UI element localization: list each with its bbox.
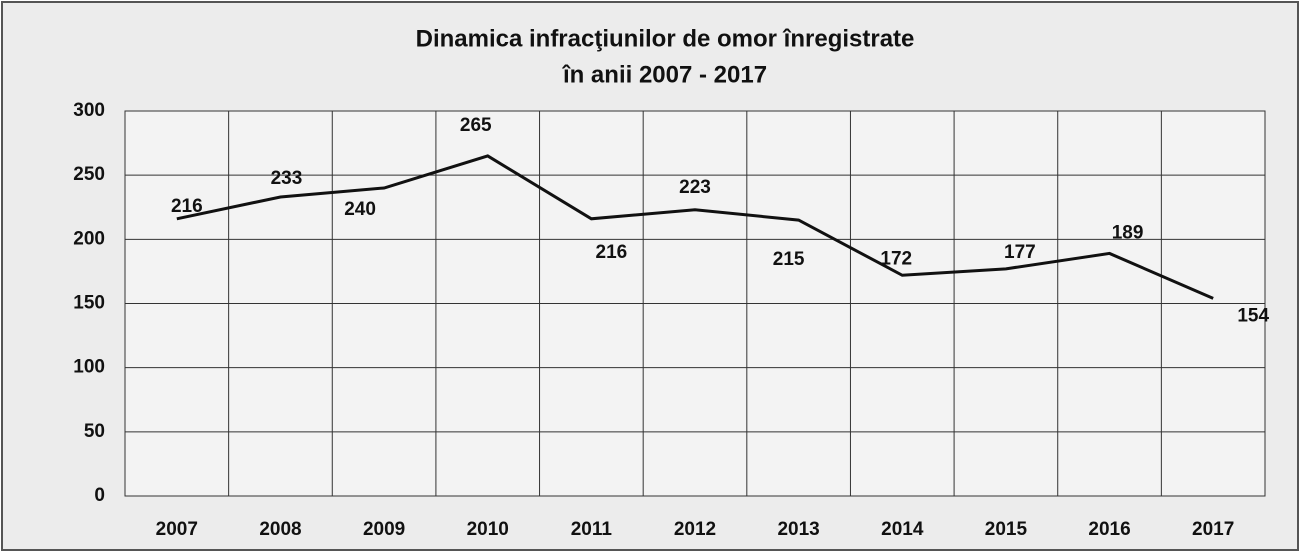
chart-title: Dinamica infracţiunilor de omor înregist… <box>416 25 915 52</box>
y-tick-label: 150 <box>73 293 105 314</box>
x-tick-label: 2009 <box>363 519 405 540</box>
data-label: 223 <box>679 177 711 198</box>
data-label: 216 <box>596 242 628 263</box>
chart-title: în anii 2007 - 2017 <box>562 61 767 88</box>
data-label: 172 <box>880 248 912 269</box>
x-tick-label: 2013 <box>777 519 819 540</box>
data-label: 265 <box>460 115 492 136</box>
data-label: 240 <box>344 199 376 220</box>
x-tick-label: 2014 <box>881 519 924 540</box>
x-tick-label: 2007 <box>156 519 198 540</box>
data-label: 154 <box>1237 305 1269 326</box>
x-tick-label: 2008 <box>259 519 301 540</box>
data-label: 215 <box>773 249 805 270</box>
data-label: 177 <box>1004 242 1036 263</box>
data-label: 233 <box>271 168 303 189</box>
y-tick-label: 0 <box>94 485 105 506</box>
x-tick-label: 2010 <box>467 519 509 540</box>
data-line <box>176 154 1214 300</box>
y-tick-label: 50 <box>84 421 105 442</box>
data-label: 189 <box>1112 222 1144 243</box>
x-tick-label: 2017 <box>1192 519 1234 540</box>
x-tick-label: 2011 <box>571 519 613 540</box>
y-tick-label: 100 <box>73 357 105 378</box>
x-tick-label: 2015 <box>985 519 1028 540</box>
y-tick-label: 250 <box>73 164 105 185</box>
data-label: 216 <box>171 196 203 217</box>
y-tick-label: 300 <box>73 100 105 121</box>
y-tick-label: 200 <box>73 228 105 249</box>
x-tick-label: 2016 <box>1088 519 1130 540</box>
x-tick-label: 2012 <box>674 519 716 540</box>
